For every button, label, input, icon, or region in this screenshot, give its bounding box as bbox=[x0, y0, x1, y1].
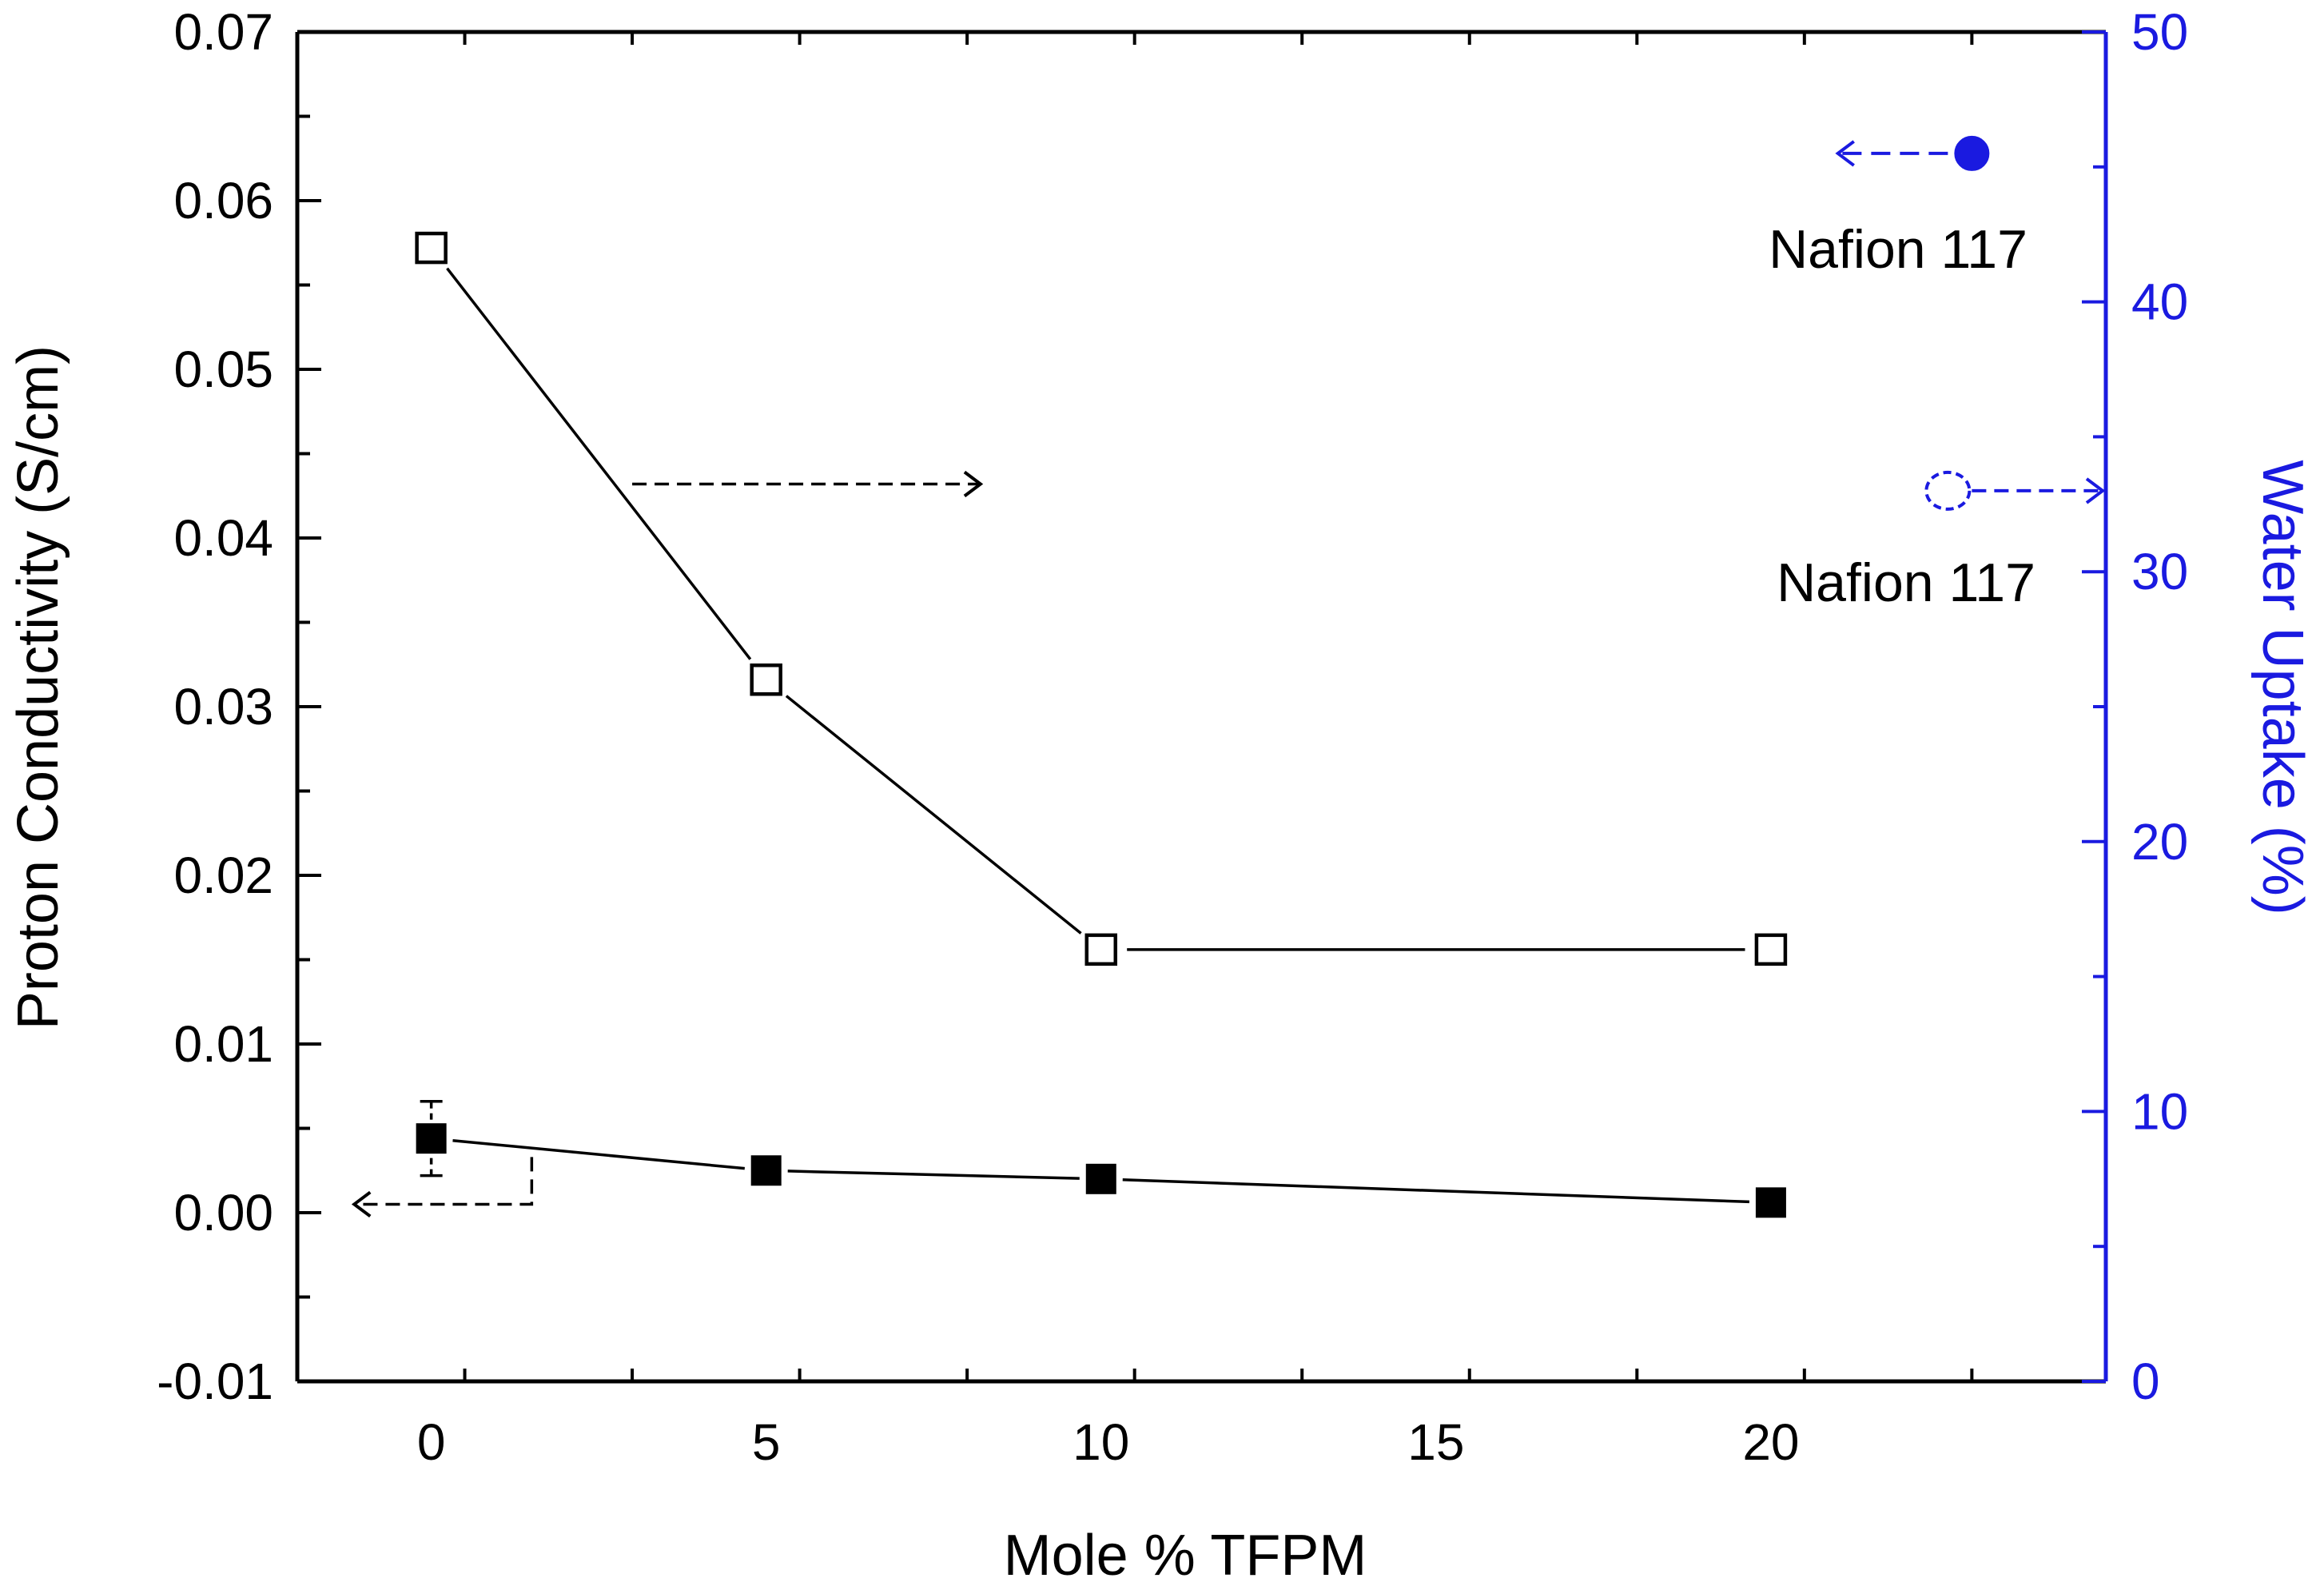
y-left-tick-label: 0.00 bbox=[173, 1184, 273, 1241]
y-right-tick-label: 30 bbox=[2131, 543, 2188, 600]
conductivity-point bbox=[416, 1123, 447, 1154]
water-uptake-line-segment bbox=[785, 695, 1082, 934]
water-uptake-line-segment bbox=[446, 267, 752, 660]
annotations bbox=[351, 135, 2106, 1218]
annotation-nafion-conductivity: Nafion 117 bbox=[1769, 219, 2028, 280]
y-right-tick-label: 10 bbox=[2131, 1082, 2188, 1140]
y-right-axis-label: Water Uptake (%) bbox=[2250, 460, 2314, 915]
nafion-water-point bbox=[1924, 470, 1972, 511]
conductivity-point bbox=[750, 1155, 782, 1186]
y-left-tick-label: 0.07 bbox=[173, 3, 273, 61]
y-left-tick-label: 0.05 bbox=[173, 341, 273, 398]
conductivity-line-segment bbox=[787, 1170, 1080, 1180]
y-left-tick-label: 0.04 bbox=[173, 509, 273, 567]
water-uptake-point bbox=[415, 231, 448, 265]
y-left-tick-label: 0.02 bbox=[173, 847, 273, 904]
conductivity-series-axis-arrow-head bbox=[351, 1190, 372, 1218]
conductivity-point bbox=[1085, 1163, 1116, 1194]
nafion-conductivity-point bbox=[1954, 135, 1990, 171]
conductivity-point bbox=[1755, 1187, 1786, 1218]
water-uptake-point bbox=[1084, 933, 1118, 966]
annotation-nafion-water: Nafion 117 bbox=[1777, 552, 2035, 613]
nafion-conductivity-arrow-head bbox=[1835, 140, 1855, 167]
y-left-tick-label: -0.01 bbox=[157, 1353, 273, 1410]
conductivity-line-segment bbox=[1122, 1178, 1750, 1204]
x-tick-label: 20 bbox=[1742, 1413, 1799, 1471]
y-right-tick-label: 40 bbox=[2131, 273, 2188, 331]
y-left-tick-label: 0.01 bbox=[173, 1015, 273, 1073]
conductivity-series-axis-arrow-line bbox=[354, 1157, 534, 1206]
x-tick-label: 0 bbox=[417, 1413, 446, 1471]
nafion-water-arrow-head bbox=[2085, 477, 2106, 504]
water-uptake-point bbox=[750, 663, 782, 696]
x-tick-label: 5 bbox=[752, 1413, 781, 1471]
x-axis-label: Mole % TFPM bbox=[1004, 1524, 1367, 1588]
y-right-tick-label: 20 bbox=[2131, 813, 2188, 871]
y-right-tick-label: 0 bbox=[2131, 1353, 2160, 1410]
water-uptake-point bbox=[1754, 933, 1788, 966]
conductivity-line-segment bbox=[452, 1138, 745, 1170]
x-tick-label: 10 bbox=[1072, 1413, 1129, 1471]
water-series-axis-arrow-head bbox=[963, 470, 984, 498]
axis-ticks: 0 5 10 15 20 -0.01 0.00 0.01 0.02 0.03 0.04 0.05 0.0… bbox=[157, 3, 2188, 1471]
y-left-tick-label: 0.06 bbox=[173, 172, 273, 229]
data-series bbox=[415, 231, 1788, 1218]
y-right-tick-label: 50 bbox=[2131, 3, 2188, 61]
y-left-axis-label: Proton Conductivity (S/cm) bbox=[6, 345, 70, 1030]
x-tick-label: 15 bbox=[1407, 1413, 1464, 1471]
y-left-tick-label: 0.03 bbox=[173, 678, 273, 735]
